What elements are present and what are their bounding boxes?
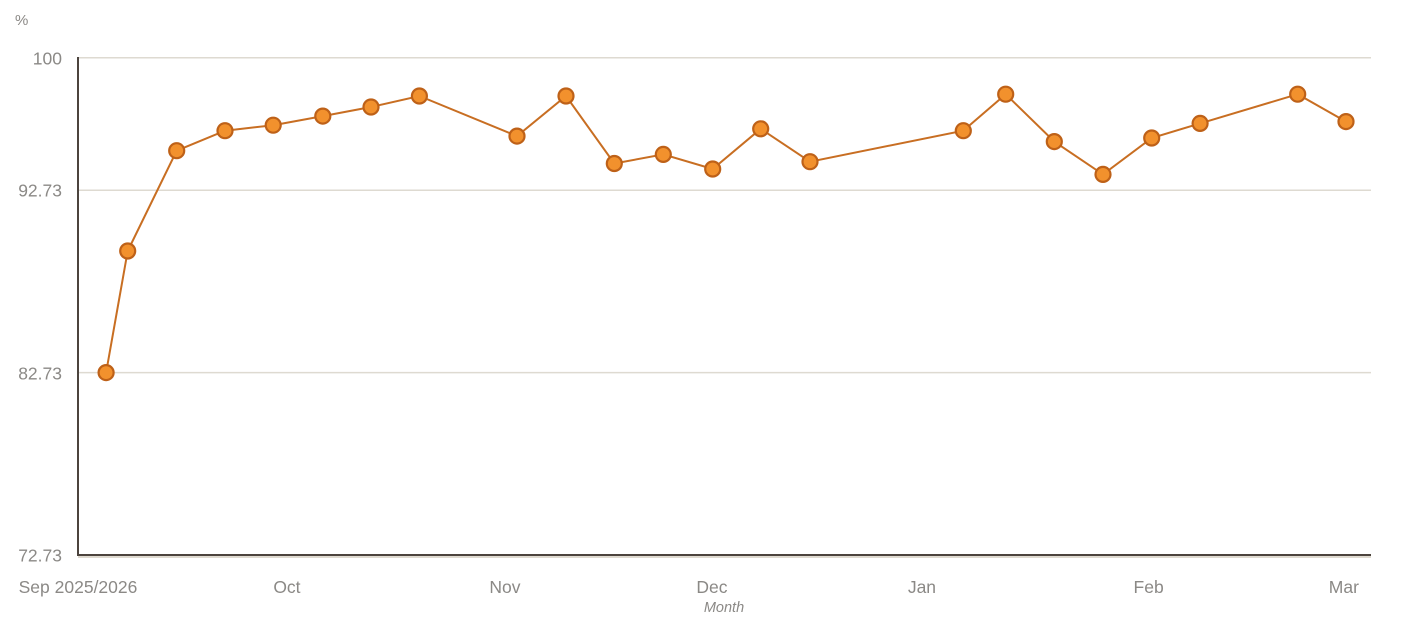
x-tick-label: Sep 2025/2026 <box>18 577 138 597</box>
data-point-marker <box>508 127 526 145</box>
data-point-marker <box>557 87 575 105</box>
data-point-marker <box>119 242 137 260</box>
y-tick-label: 100 <box>32 48 62 69</box>
x-axis-title: Month <box>703 600 745 616</box>
x-tick-label: Jan <box>907 577 937 597</box>
data-point-marker <box>314 107 332 125</box>
data-point-marker <box>954 122 972 140</box>
x-axis-tick-labels: Sep 2025/2026 Oct Nov Dec Jan Feb Mar <box>0 577 1415 601</box>
data-point-marker <box>654 145 672 163</box>
x-tick-label: Oct <box>273 577 301 597</box>
data-point-marker <box>1337 112 1355 131</box>
data-point-marker <box>410 87 428 105</box>
x-tick-label: Mar <box>1328 577 1359 597</box>
x-tick-label: Dec <box>696 577 728 597</box>
data-point-marker <box>997 85 1015 103</box>
x-tick-label: Nov <box>489 577 521 597</box>
data-point-marker <box>264 116 282 134</box>
y-tick-label: 82.73 <box>18 363 62 384</box>
y-tick-label: 72.73 <box>18 545 62 566</box>
y-tick-label: 92.73 <box>18 180 62 201</box>
data-point-marker <box>168 142 186 160</box>
data-point-marker <box>752 120 770 138</box>
data-point-marker <box>1289 85 1307 103</box>
data-point-marker <box>605 154 623 173</box>
data-point-marker <box>704 160 722 178</box>
data-point-marker <box>1191 114 1209 133</box>
data-point-marker <box>97 364 115 382</box>
data-point-marker <box>1094 165 1112 183</box>
data-point-marker <box>1143 129 1161 147</box>
x-tick-label: Feb <box>1133 577 1164 597</box>
y-axis-unit-label: % <box>15 12 29 29</box>
data-point-marker <box>362 98 380 116</box>
data-point-marker <box>216 122 234 140</box>
data-point-marker <box>1045 133 1063 151</box>
data-point-marker <box>801 153 819 171</box>
